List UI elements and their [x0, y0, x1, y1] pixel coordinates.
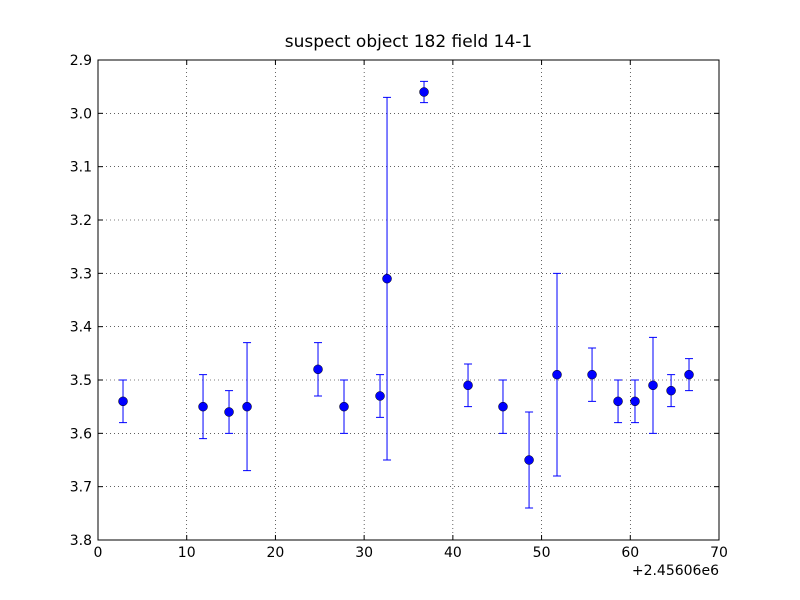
x-tick-label: 10 [178, 545, 196, 561]
x-tick-label: 0 [94, 545, 103, 561]
x-tick-label: 40 [444, 545, 462, 561]
y-tick-label: 3.0 [70, 106, 92, 122]
data-point [242, 401, 252, 412]
chart-title: suspect object 182 field 14-1 [285, 32, 532, 52]
data-point [613, 396, 623, 407]
x-tick-label: 30 [355, 545, 373, 561]
y-tick-label: 3.8 [70, 533, 92, 549]
data-point [198, 401, 208, 412]
data-point [648, 380, 658, 391]
x-tick-label: 60 [621, 545, 639, 561]
data-point [524, 455, 534, 465]
x-tick-label: 50 [533, 545, 551, 561]
plot-frame [97, 59, 720, 541]
data-point [666, 385, 676, 396]
data-point [224, 407, 234, 417]
y-tick-label: 3.3 [70, 266, 92, 282]
data-point [313, 364, 323, 375]
x-tick-label: 70 [710, 545, 728, 561]
data-point [463, 380, 473, 391]
x-offset-label: +2.45606e6 [632, 563, 719, 579]
data-point [118, 396, 128, 407]
data-point [339, 401, 349, 412]
y-tick-label: 3.1 [70, 160, 92, 176]
y-tick-label: 3.5 [70, 373, 92, 389]
data-point [382, 273, 392, 284]
y-tick-label: 3.2 [70, 213, 92, 229]
data-point [552, 369, 562, 380]
y-tick-label: 3.4 [70, 320, 92, 336]
y-tick-label: 3.7 [70, 480, 92, 496]
data-point [498, 401, 508, 412]
data-point [419, 87, 429, 97]
data-point [375, 391, 385, 401]
y-tick-label: 2.9 [70, 53, 92, 69]
data-point [587, 369, 597, 380]
y-tick-label: 3.6 [70, 426, 92, 442]
x-tick-label: 20 [267, 545, 285, 561]
data-point [684, 369, 694, 380]
data-point [630, 396, 640, 407]
